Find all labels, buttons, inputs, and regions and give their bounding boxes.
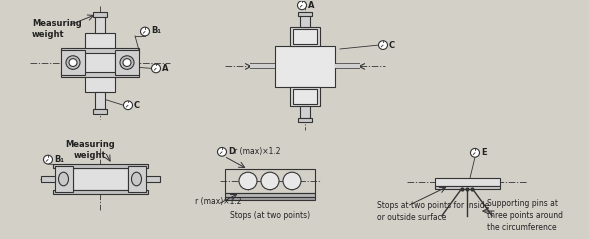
Bar [225, 197, 315, 200]
Bar [61, 48, 139, 53]
Circle shape [261, 172, 279, 190]
Bar [52, 190, 147, 194]
Circle shape [217, 147, 227, 156]
Text: A: A [162, 64, 168, 73]
Text: Measuring
weight: Measuring weight [32, 19, 82, 39]
Bar [41, 176, 55, 182]
Bar [93, 109, 107, 114]
Ellipse shape [58, 172, 68, 186]
Circle shape [471, 148, 479, 157]
Bar [95, 16, 105, 33]
Text: D: D [228, 147, 235, 156]
Circle shape [297, 1, 306, 10]
Ellipse shape [131, 172, 141, 186]
Circle shape [124, 101, 133, 110]
Circle shape [141, 27, 150, 36]
Bar [61, 72, 139, 77]
Text: Supporting pins at
three points around
the circumference: Supporting pins at three points around t… [487, 199, 563, 232]
Circle shape [66, 56, 80, 69]
Circle shape [239, 172, 257, 190]
Text: A: A [308, 1, 315, 10]
Bar [275, 46, 335, 87]
Text: B₁: B₁ [151, 26, 161, 35]
Bar [61, 50, 85, 75]
Bar [225, 169, 315, 193]
Bar [52, 164, 147, 168]
Bar [225, 193, 315, 197]
Bar [435, 178, 499, 186]
Bar [127, 166, 145, 192]
Bar [115, 50, 139, 75]
Text: r (max)×1.2: r (max)×1.2 [234, 147, 280, 156]
Bar [298, 12, 312, 16]
Text: E: E [481, 148, 487, 157]
Circle shape [379, 41, 388, 49]
Bar [435, 186, 499, 189]
Bar [293, 89, 317, 104]
Bar [300, 106, 310, 118]
Bar [93, 12, 107, 17]
Circle shape [123, 59, 131, 66]
Text: Stops at two points for inside
or outside surface: Stops at two points for inside or outsid… [377, 201, 489, 222]
Bar [300, 15, 310, 27]
Text: C: C [134, 101, 140, 110]
Text: Stops (at two points): Stops (at two points) [230, 211, 310, 220]
Bar [290, 87, 320, 106]
Bar [298, 118, 312, 122]
Bar [85, 33, 115, 92]
Bar [290, 27, 320, 46]
Text: C: C [389, 41, 395, 49]
Bar [72, 168, 127, 190]
Text: Measuring
weight: Measuring weight [65, 140, 115, 160]
Bar [55, 166, 72, 192]
Text: r (max)×1.2: r (max)×1.2 [195, 197, 241, 206]
Circle shape [44, 155, 52, 164]
Circle shape [120, 56, 134, 69]
Bar [145, 176, 160, 182]
Circle shape [283, 172, 301, 190]
Circle shape [151, 64, 160, 73]
Bar [293, 29, 317, 44]
Text: B₁: B₁ [54, 155, 64, 164]
Circle shape [69, 59, 77, 66]
Bar [95, 92, 105, 109]
